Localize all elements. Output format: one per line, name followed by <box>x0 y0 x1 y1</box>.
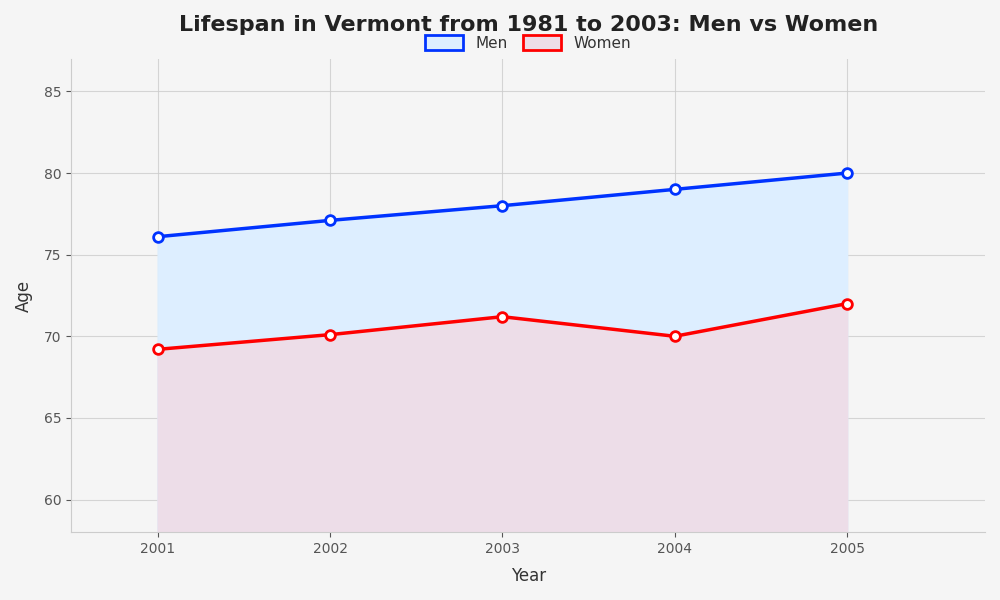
Y-axis label: Age: Age <box>15 280 33 311</box>
X-axis label: Year: Year <box>511 567 546 585</box>
Title: Lifespan in Vermont from 1981 to 2003: Men vs Women: Lifespan in Vermont from 1981 to 2003: M… <box>179 15 878 35</box>
Legend: Men, Women: Men, Women <box>419 29 637 57</box>
